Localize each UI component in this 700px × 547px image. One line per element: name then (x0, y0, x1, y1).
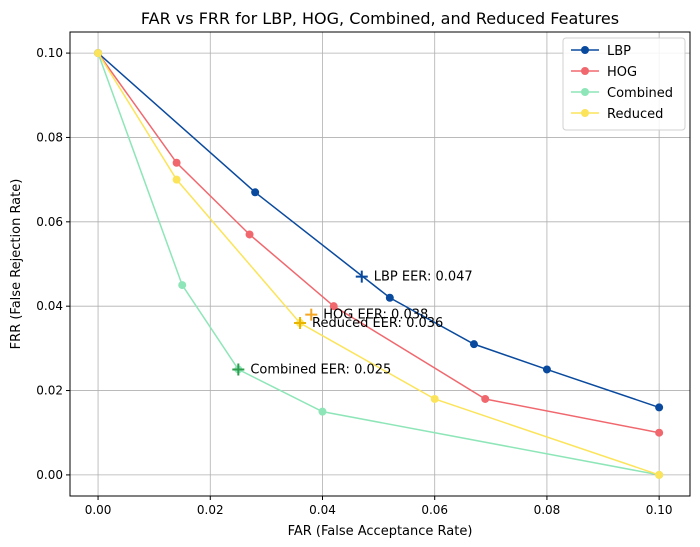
data-point-lbp (469, 340, 478, 349)
data-point-hog (172, 158, 181, 167)
axis-ticks: 0.00 0.02 0.04 0.06 0.08 0.10 0.00 0.02 0.04 0.06… (36, 46, 672, 517)
chart-title: FAR vs FRR for LBP, HOG, Combined, and R… (141, 9, 619, 28)
data-point-hog (245, 230, 254, 239)
eer-marker-hog (305, 308, 318, 321)
x-tick-label: 0.08 (534, 503, 561, 517)
data-point-lbp (655, 403, 664, 412)
legend-marker-lbp (581, 46, 589, 54)
eer-marker-lbp (355, 270, 368, 283)
y-tick-label: 0.08 (36, 130, 63, 144)
y-tick-label: 0.00 (36, 468, 63, 482)
y-axis-label: FRR (False Rejection Rate) (9, 179, 24, 350)
legend-label-lbp: LBP (607, 44, 631, 59)
x-axis-label: FAR (False Acceptance Rate) (288, 524, 473, 539)
data-point-lbp (251, 188, 260, 197)
legend-label-combined: Combined (607, 86, 673, 101)
legend: LBP HOG Combined Reduced (562, 37, 686, 131)
data-point-reduced (655, 470, 664, 479)
data-point-reduced (172, 175, 181, 184)
y-tick-label: 0.06 (36, 215, 63, 229)
series-line-lbp (97, 52, 660, 409)
x-tick-label: 0.02 (197, 503, 224, 517)
x-tick-label: 0.06 (421, 503, 448, 517)
legend-marker-reduced (581, 109, 589, 117)
eer-label-combined: Combined EER: 0.025 (250, 362, 391, 377)
data-point-hog (481, 394, 490, 403)
data-point-combined (178, 281, 187, 290)
plot-frame (69, 31, 691, 497)
eer-marker-reduced (294, 317, 307, 330)
data-point-hog (655, 428, 664, 437)
legend-box (562, 37, 686, 131)
legend-label-hog: HOG (607, 65, 637, 80)
x-tick-label: 0.10 (646, 503, 673, 517)
data-point-reduced (430, 394, 439, 403)
y-tick-label: 0.02 (36, 384, 63, 398)
x-tick-label: 0.04 (309, 503, 336, 517)
data-point-reduced (94, 49, 103, 58)
series-line-hog (97, 52, 660, 434)
y-tick-label: 0.04 (36, 299, 63, 313)
legend-marker-combined (581, 88, 589, 96)
data-point-combined (318, 407, 327, 416)
legend-marker-hog (581, 67, 589, 75)
eer-label-hog: HOG EER: 0.038 (323, 308, 428, 323)
y-tick-label: 0.10 (36, 46, 63, 60)
data-point-hog (329, 302, 338, 311)
eer-label-reduced: Reduced EER: 0.036 (312, 316, 443, 331)
eer-label-lbp: LBP EER: 0.047 (374, 270, 473, 285)
eer-marker-combined (232, 363, 245, 376)
data-point-lbp (385, 293, 394, 302)
x-tick-label: 0.00 (85, 503, 112, 517)
data-point-lbp (542, 365, 551, 374)
legend-label-reduced: Reduced (607, 107, 663, 122)
